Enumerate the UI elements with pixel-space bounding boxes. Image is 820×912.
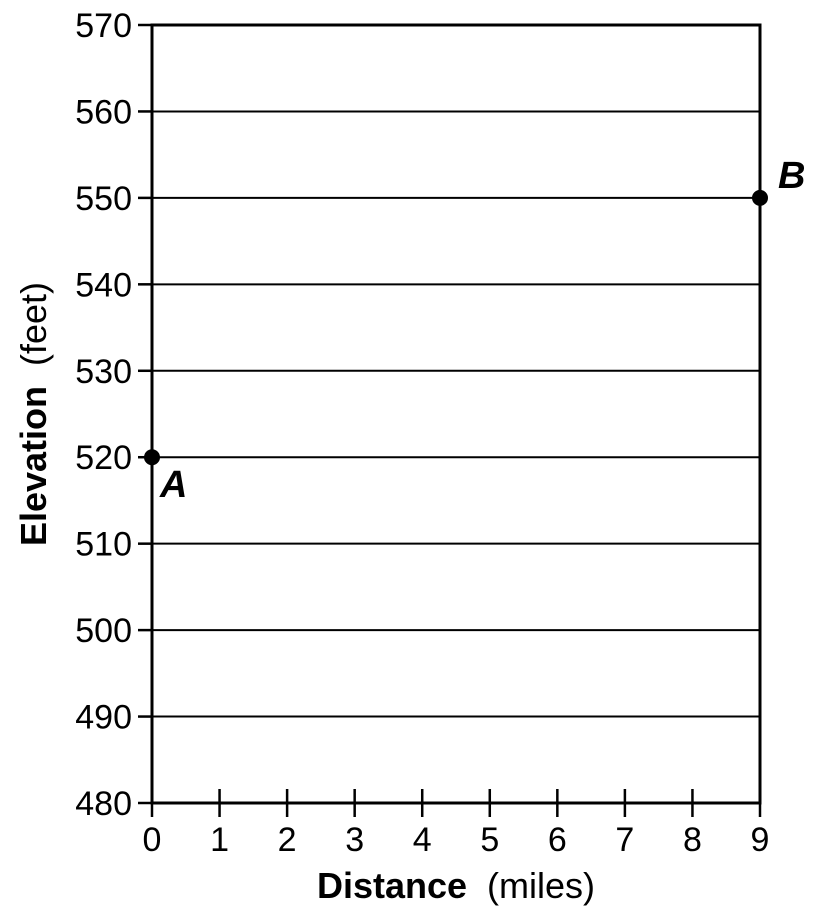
x-tick-label-3: 3	[345, 821, 364, 859]
y-tick-label-530: 530	[75, 353, 132, 391]
x-axis-title-main: Distance	[317, 865, 467, 906]
y-tick-label-490: 490	[75, 699, 132, 737]
point-B	[752, 189, 768, 206]
y-tick-label-520: 520	[75, 439, 132, 477]
y-tick-label-570: 570	[75, 7, 132, 45]
y-tick-labels: 480 490 500 510 520 530 540 550 560 570	[75, 7, 132, 823]
x-tick-labels: 0 1 2 3 4 5 6 7 8 9	[143, 821, 770, 859]
point-label-B: B	[778, 155, 805, 197]
data-points: AB	[144, 155, 805, 506]
y-tick-label-550: 550	[75, 180, 132, 218]
y-tick-label-500: 500	[75, 612, 132, 650]
point-A	[144, 449, 160, 466]
y-tick-label-480: 480	[75, 785, 132, 823]
y-axis-title: Elevation (feet)	[13, 282, 54, 546]
x-tick-label-9: 9	[751, 821, 770, 859]
x-tick-label-5: 5	[480, 821, 499, 859]
x-tick-label-1: 1	[210, 821, 229, 859]
tick-marks	[138, 23, 762, 817]
y-tick-label-540: 540	[75, 266, 132, 304]
x-tick-label-7: 7	[615, 821, 634, 859]
x-tick-label-0: 0	[143, 821, 162, 859]
grid-lines	[152, 110, 760, 718]
x-tick-label-6: 6	[548, 821, 567, 859]
y-axis-title-unit: (feet)	[13, 282, 54, 366]
y-tick-label-510: 510	[75, 526, 132, 564]
point-label-A: A	[159, 464, 187, 506]
x-tick-label-4: 4	[413, 821, 432, 859]
x-tick-label-8: 8	[683, 821, 702, 859]
y-tick-label-560: 560	[75, 93, 132, 131]
y-axis-title-main: Elevation	[13, 386, 54, 546]
x-axis-title-unit: (miles)	[487, 865, 595, 906]
x-tick-label-2: 2	[278, 821, 297, 859]
plot-frame	[150, 23, 762, 805]
x-axis-title: Distance (miles)	[317, 865, 595, 906]
